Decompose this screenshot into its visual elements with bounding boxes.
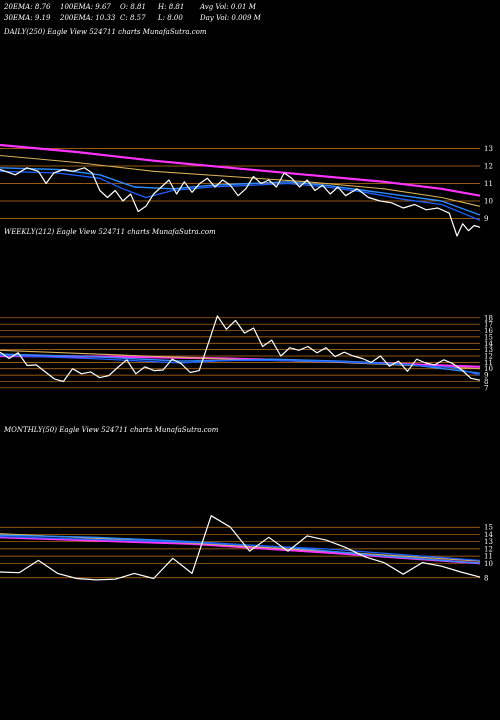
daily-tick-label: 13	[484, 145, 493, 153]
monthly-panel-title: MONTHLY(50) Eagle View 524711 charts Mun…	[3, 426, 219, 434]
monthly-tick-label: 13	[484, 538, 493, 546]
monthly-panel: MONTHLY(50) Eagle View 524711 charts Mun…	[0, 426, 493, 582]
daily-tick-label: 9	[484, 215, 488, 223]
daily-price-line	[0, 167, 481, 237]
stat-close: C: 8.57	[120, 14, 146, 22]
monthly-tick-label: 12	[484, 545, 493, 553]
daily-tick-label: 10	[484, 198, 493, 206]
daily-tick-label: 11	[484, 180, 493, 188]
monthly-ema20-line	[0, 535, 481, 562]
stat-day-vol: Day Vol: 0.009 M	[199, 14, 262, 22]
daily-ema100-line	[0, 154, 481, 207]
weekly-tick-label: 14	[484, 340, 493, 348]
stat-high: H: 8.81	[157, 3, 184, 11]
monthly-tick-label: 10	[484, 560, 493, 568]
stat-ema20: 20EMA: 8.76	[3, 3, 51, 11]
weekly-tick-label: 15	[484, 333, 493, 341]
weekly-panel: WEEKLY(212) Eagle View 524711 charts Mun…	[0, 228, 493, 392]
daily-panel-title: DAILY(250) Eagle View 524711 charts Muna…	[3, 28, 207, 36]
daily-tick-label: 12	[484, 163, 493, 171]
stat-ema200: 200EMA: 10.33	[59, 14, 116, 22]
monthly-ema100-line	[0, 533, 481, 562]
weekly-tick-label: 16	[484, 327, 493, 335]
weekly-tick-label: 8	[484, 378, 488, 386]
weekly-tick-label: 9	[484, 372, 488, 380]
weekly-tick-label: 18	[484, 314, 493, 322]
weekly-price-line	[0, 315, 481, 383]
monthly-price-line	[0, 515, 481, 581]
stat-low: L: 8.00	[157, 14, 183, 22]
weekly-tick-label: 7	[484, 384, 488, 392]
weekly-tick-label: 17	[484, 321, 493, 329]
weekly-ema20-line	[0, 354, 481, 376]
weekly-panel-title: WEEKLY(212) Eagle View 524711 charts Mun…	[4, 228, 216, 236]
weekly-tick-label: 12	[484, 353, 493, 361]
stat-open: O: 8.81	[120, 3, 146, 11]
weekly-tick-label: 11	[484, 359, 493, 367]
daily-ema200-line	[0, 143, 481, 197]
daily-panel: DAILY(250) Eagle View 524711 charts Muna…	[0, 28, 493, 237]
monthly-tick-label: 15	[484, 524, 493, 532]
monthly-tick-label: 11	[484, 553, 493, 561]
stat-ema100: 100EMA: 9.67	[60, 3, 111, 11]
stat-avg-vol: Avg Vol: 0.01 M	[199, 3, 257, 11]
monthly-tick-label: 14	[484, 531, 493, 539]
stat-ema30: 30EMA: 9.19	[4, 14, 51, 22]
monthly-tick-label: 8	[484, 574, 488, 582]
stats-header: 20EMA: 8.76 100EMA: 9.67 O: 8.81 H: 8.81…	[3, 3, 262, 22]
weekly-tick-label: 10	[484, 365, 493, 373]
weekly-tick-label: 13	[484, 346, 493, 354]
